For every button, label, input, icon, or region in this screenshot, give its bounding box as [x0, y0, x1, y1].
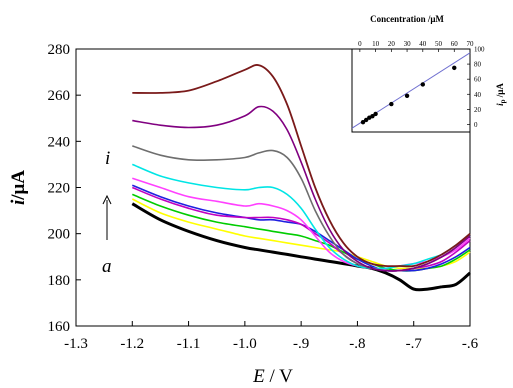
inset-data-point [389, 101, 394, 107]
inset-y-tick-label: 20 [474, 106, 482, 114]
inset-x-tick-label: 60 [451, 40, 459, 48]
inset-x-tick-label: 10 [372, 40, 380, 48]
inset-data-point [420, 82, 425, 87]
x-tick-label: -1.2 [120, 336, 144, 352]
y-axis-label: i/μA [8, 170, 29, 205]
inset-x-tick-label: 20 [388, 40, 396, 48]
inset-y-tick-label: 0 [474, 121, 478, 129]
x-tick-label: -.6 [462, 336, 479, 352]
series-line-1 [131, 202, 471, 292]
x-tick-label: -1.1 [177, 336, 201, 352]
inset-y-tick-label: 100 [474, 46, 485, 54]
inset-x-tick-label: 40 [419, 40, 427, 48]
x-tick-label: -1.0 [233, 336, 257, 352]
y-tick-label: 220 [48, 181, 71, 197]
y-tick-label: 160 [48, 319, 71, 335]
inset-x-tick-label: 50 [435, 40, 443, 48]
inset-data-point [360, 119, 366, 125]
inset-data-point [452, 65, 457, 71]
series-line-10 [132, 64, 471, 268]
y-tick-label: 260 [48, 88, 71, 104]
main-plot: -1.3 -1.2 -1.1 -1.0 -.9 -.8 -.7 -.6160180200220… [8, 42, 479, 387]
y-tick-label: 240 [48, 134, 71, 150]
inset-x-tick-label: 30 [404, 40, 412, 48]
x-tick-label: -.9 [293, 336, 309, 352]
inset-y-tick-label: 80 [474, 61, 482, 69]
inset-y-axis-label: ip /μA [495, 83, 507, 106]
series-line-4 [132, 184, 471, 272]
y-tick-label: 280 [48, 42, 71, 58]
inset-data-point [373, 111, 378, 117]
arrow-up-icon [102, 194, 112, 205]
inset-title: Concentration /μM [370, 14, 444, 24]
inset-x-tick-label: 70 [467, 40, 475, 48]
inset-data-point [370, 113, 375, 119]
x-tick-label: -.8 [349, 336, 365, 352]
series-line-9 [132, 105, 471, 272]
y-tick-label: 180 [48, 273, 71, 289]
y-tick-label: 200 [48, 227, 71, 243]
inset-plot: Concentration /μM 0 10 20 30 40 50 60 70 0 20 40 60 8… [351, 14, 507, 133]
series-line-5 [132, 186, 471, 272]
x-tick-label: -1.3 [64, 336, 88, 352]
inset-data-point [404, 93, 410, 98]
x-axis-label: E / V [252, 366, 293, 387]
series-line-6 [132, 177, 471, 270]
curve-label-i: i [105, 148, 110, 169]
series-line-7 [132, 163, 471, 270]
inset-y-tick-label: 40 [474, 91, 482, 99]
x-tick-label: -.7 [406, 336, 423, 352]
inset-data-point [363, 117, 369, 123]
inset-x-tick-label: 0 [358, 40, 362, 48]
curve-label-a: a [102, 256, 112, 277]
inset-y-tick-label: 60 [474, 76, 482, 84]
